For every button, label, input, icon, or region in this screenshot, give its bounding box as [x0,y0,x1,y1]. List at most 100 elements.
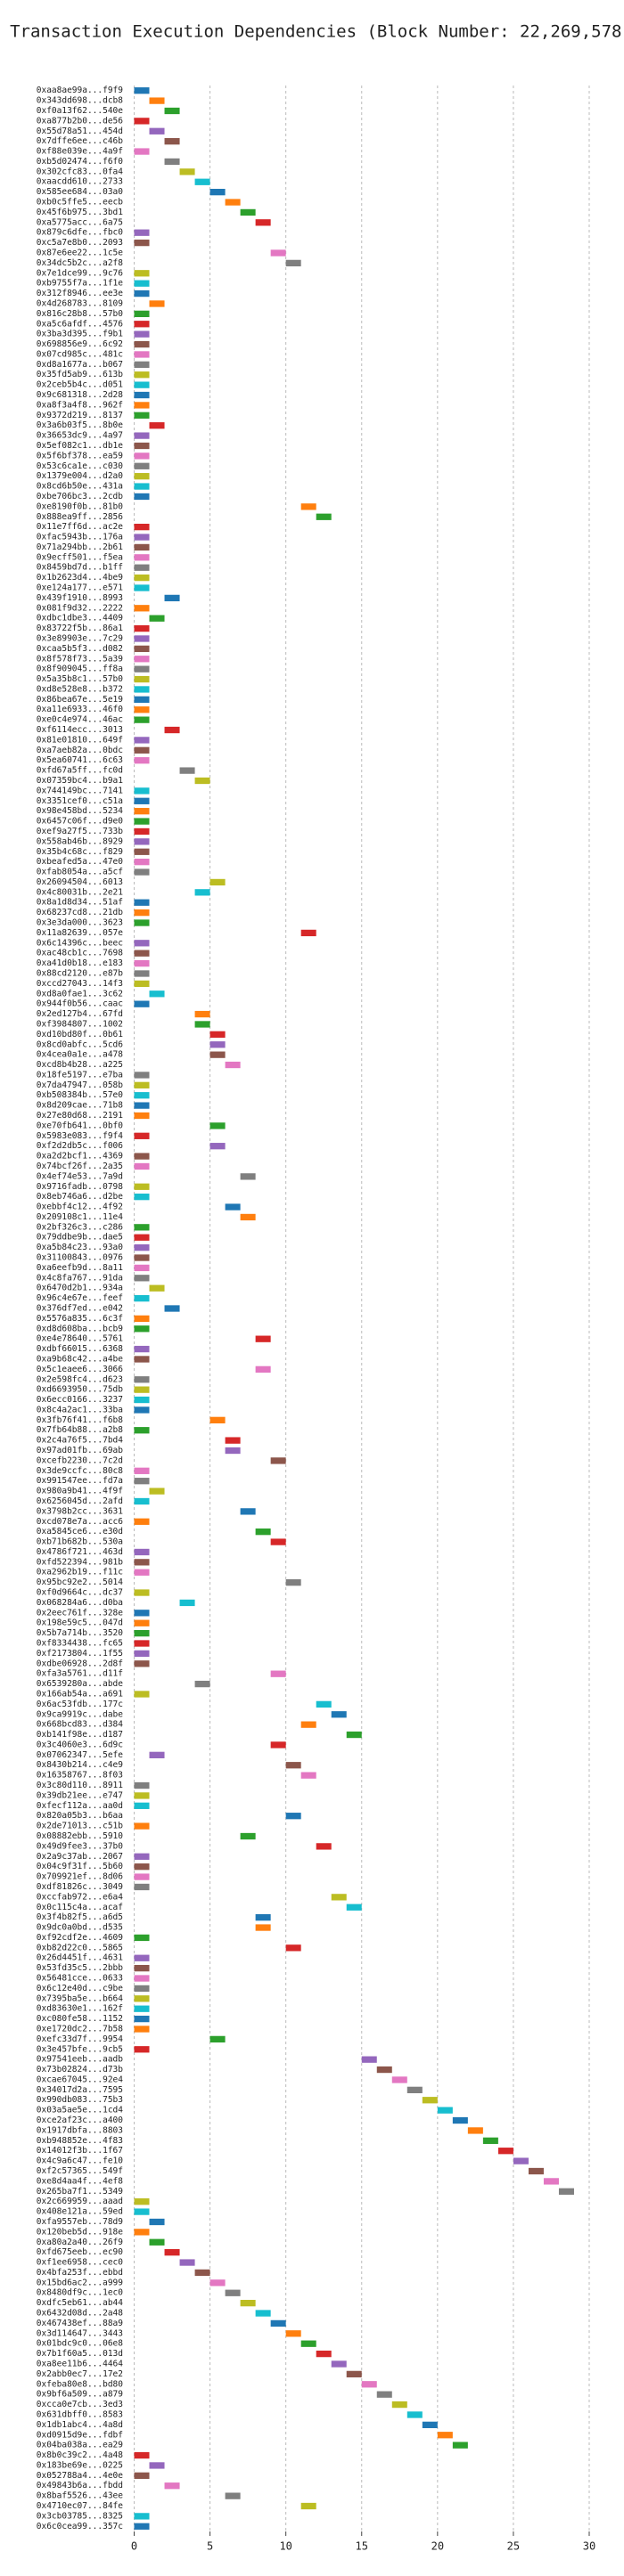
y-tick-label: 0x8d209cae...71b8 [37,1101,124,1111]
y-tick-label: 0xc080fe58...1152 [37,2014,123,2024]
y-tick-label: 0x4786f721...463d [37,1547,123,1557]
bar [194,2269,210,2277]
x-tick-label: 15 [356,2540,368,2553]
y-tick-label: 0x265ba7f1...5349 [37,2187,124,2197]
bar [209,1031,226,1039]
y-tick-label: 0x8a1d8d34...51af [37,898,123,908]
bar [225,1061,241,1069]
bar [164,107,180,115]
bar [149,422,165,429]
bar [316,513,332,520]
bar [558,2188,574,2195]
bar [316,2350,332,2358]
bar [134,665,150,673]
bar [300,2502,316,2510]
bar [240,1213,256,1221]
y-tick-label: 0x6ecc0166...3237 [37,1395,123,1405]
bar [149,990,165,998]
bar [255,1335,271,1342]
bar [194,889,210,896]
bar [134,564,150,571]
bar [134,656,150,663]
y-tick-label: 0x2eec761f...328e [37,1608,124,1618]
y-tick-label: 0x08882ebb...5910 [37,1831,124,1841]
y-tick-label: 0x668bcd83...d384 [37,1720,124,1730]
bar [134,270,150,277]
bar [225,1437,241,1444]
bar [134,1102,150,1109]
y-tick-label: 0x5b7a714b...3520 [37,1628,124,1638]
bar [134,827,150,836]
bar [300,929,316,937]
bar [134,391,150,399]
y-tick-label: 0x39db21ee...e747 [37,1790,123,1800]
bar [134,1243,150,1251]
y-tick-label: 0xd83630e1...162f [37,2004,123,2014]
bar [134,2523,150,2530]
y-tick-label: 0xe8190f0b...81b0 [37,501,124,511]
y-tick-label: 0x1917dbfa...8803 [37,2125,123,2135]
y-tick-label: 0xfd522394...981b [37,1557,124,1567]
x-tick-label: 0 [131,2540,137,2553]
bar [134,1072,150,1079]
y-tick-label: 0x3e3da000...3623 [37,918,123,928]
y-tick-label: 0x9716fadb...0798 [37,1182,124,1192]
bar [134,1873,150,1880]
y-tick-label: 0xfeba80e8...bd80 [37,2379,124,2389]
bar [134,1802,150,1809]
y-tick-label: 0x9372d219...8137 [37,411,123,420]
bar [194,178,210,185]
x-tick-label: 30 [583,2540,595,2553]
y-tick-label: 0x198e59c5...047d [37,1618,123,1628]
bar [134,1497,150,1505]
y-tick-label: 0xdbc1dbe3...4409 [37,614,124,624]
bar [270,1538,286,1545]
y-tick-label: 0xf0a13f62...540e [37,106,124,116]
y-tick-label: 0x68237cd8...21db [37,908,124,917]
y-tick-label: 0x1b2623d4...4be9 [37,573,124,583]
y-tick-label: 0x34017d2a...7595 [37,2085,123,2095]
y-tick-label: 0xb141f98e...d187 [37,1730,123,1740]
bar [134,959,150,967]
chart-title: Transaction Execution Dependencies (Bloc… [10,22,624,42]
bar [134,574,150,582]
bar [149,2218,165,2226]
y-tick-label: 0xb508384b...57e0 [37,1090,124,1100]
y-tick-label: 0x71a294bb...2b61 [37,542,124,552]
bar [331,1711,347,1718]
y-tick-label: 0xbeafed5a...47e0 [37,857,124,867]
bar [164,158,180,166]
bar [300,1721,316,1728]
y-tick-label: 0xa11e6933...46f0 [37,705,124,714]
y-tick-label: 0xe124a177...e571 [37,583,124,593]
bar [149,2462,165,2469]
bar [134,2015,150,2023]
bar [134,462,150,469]
bar [361,2056,377,2063]
y-tick-label: 0x1db1abc4...4a8d [37,2420,123,2430]
bar [270,1457,286,1464]
y-tick-label: 0x53c6ca1e...c030 [37,461,124,471]
y-tick-label: 0x980a9b41...4f9f [37,1487,123,1496]
y-tick-label: 0x631dbff0...8583 [37,2409,123,2419]
y-tick-label: 0x2c669959...aaad [37,2197,123,2206]
bar [134,808,150,815]
bar [149,2238,165,2246]
y-tick-label: 0x5ea60741...6c63 [37,755,123,765]
y-tick-label: 0x96c4e67e...feef [37,1293,123,1303]
bar [134,2208,150,2215]
bar [134,1194,150,1201]
y-tick-label: 0x820a05b3...b6aa [37,1811,123,1821]
y-tick-label: 0x14012f3b...1f67 [37,2146,123,2156]
y-tick-label: 0xf0d9664c...dc37 [37,1588,123,1598]
y-tick-label: 0xc5a7e8b0...2093 [37,238,123,248]
bar [134,950,150,957]
bar [134,746,150,754]
bar [285,1944,301,1952]
bar [134,1619,150,1626]
bar [149,127,165,135]
bar [134,1985,150,1993]
y-tick-label: 0x87e6ee22...1c5e [37,249,124,258]
bar [134,1822,150,1830]
y-tick-label: 0x9c681318...2d28 [37,390,124,400]
